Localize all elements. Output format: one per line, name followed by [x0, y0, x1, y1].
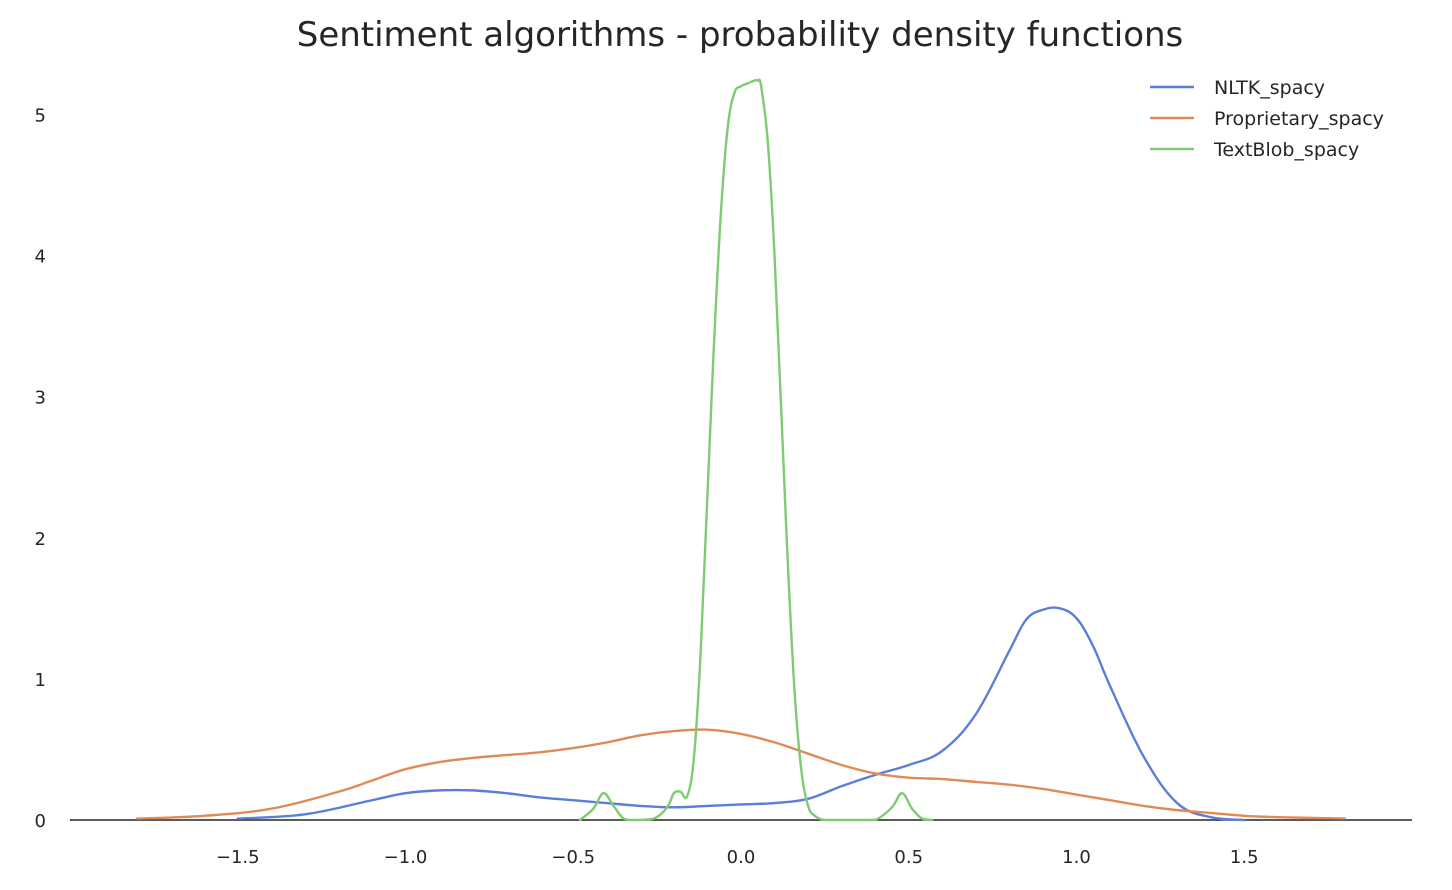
series-line-textblob-spacy	[578, 78, 934, 822]
series-layer	[135, 78, 1347, 822]
legend-label: TextBlob_spacy	[1213, 139, 1359, 161]
x-axis: −1.5 −1.0 −0.5 0.0 0.5 1.0 1.5	[70, 819, 1412, 868]
x-tick-label: −0.5	[551, 847, 595, 868]
x-tick-label: 0.0	[727, 847, 756, 868]
series-line-proprietary-spacy	[135, 728, 1347, 820]
chart-title: Sentiment algorithms - probability densi…	[297, 15, 1184, 55]
x-tick-label: −1.0	[384, 847, 428, 868]
x-tick-label: −1.5	[216, 847, 260, 868]
legend: NLTK_spacy Proprietary_spacy TextBlob_spac…	[1150, 77, 1384, 161]
legend-label: NLTK_spacy	[1214, 77, 1325, 99]
y-tick-label: 2	[35, 529, 46, 550]
x-tick-label: 1.0	[1062, 847, 1091, 868]
y-axis: 0 1 2 3 4 5	[35, 105, 46, 832]
y-tick-label: 0	[35, 811, 46, 832]
legend-label: Proprietary_spacy	[1214, 108, 1384, 130]
series-line-nltk-spacy	[236, 606, 1246, 822]
y-tick-label: 1	[35, 670, 46, 691]
y-tick-label: 3	[35, 388, 46, 409]
x-tick-label: 1.5	[1230, 847, 1259, 868]
y-tick-label: 5	[35, 105, 46, 126]
x-tick-label: 0.5	[894, 847, 923, 868]
y-tick-label: 4	[35, 247, 46, 268]
